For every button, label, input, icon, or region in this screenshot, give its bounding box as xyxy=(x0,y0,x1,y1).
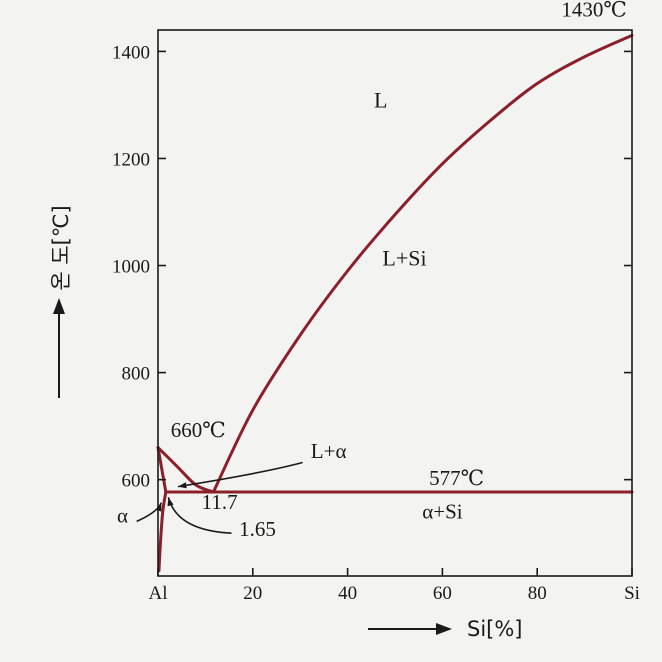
annotation-label: 1430℃ xyxy=(561,0,627,22)
annotation-label: 11.7 xyxy=(202,490,238,514)
x-axis-arrow-head-icon xyxy=(436,623,452,635)
y-axis-title: 온 도[℃] xyxy=(49,205,73,290)
y-tick-label: 1400 xyxy=(112,42,150,63)
x-tick-label: 80 xyxy=(528,583,547,604)
annotation-label: L+Si xyxy=(382,246,426,271)
x-tick-label: 40 xyxy=(338,583,357,604)
y-axis-arrow-head-icon xyxy=(53,298,65,314)
region-annotations: 1430℃ L L+Si 660℃ L+α 577℃ 11.71.65 α+Si α xyxy=(117,0,627,541)
phase-boundary-liquidus-al xyxy=(156,446,215,494)
annotation-label: α+Si xyxy=(422,500,463,524)
x-tick-label: Al xyxy=(149,583,168,604)
leader-l-alpha xyxy=(177,461,303,488)
phase-boundary-liquidus-si xyxy=(211,33,634,494)
x-axis-title: Si[%] xyxy=(467,617,523,641)
phase-boundary-solidus-al xyxy=(156,446,168,494)
annotation-label: 1.65 xyxy=(239,517,276,541)
y-tick-label: 600 xyxy=(122,471,151,492)
leader-arrows xyxy=(136,461,303,534)
y-tick-label: 1000 xyxy=(112,257,150,278)
axis-ticks: 600 800 1000 1200 1400 Al 20 40 60 80 Si xyxy=(112,42,640,604)
leader-l-alpha-head-icon xyxy=(177,482,187,489)
y-tick-label: 800 xyxy=(122,364,151,385)
phase-curves xyxy=(156,33,634,573)
annotation-label: α xyxy=(117,503,128,527)
x-tick-label: Si xyxy=(624,583,640,604)
annotation-label: 577℃ xyxy=(429,466,484,490)
annotation-label: L xyxy=(374,88,387,113)
x-tick-label: 20 xyxy=(243,583,262,604)
annotation-label: 660℃ xyxy=(171,418,226,442)
y-tick-label: 1200 xyxy=(112,149,150,170)
phase-boundary-solvus xyxy=(157,490,168,573)
x-tick-label: 60 xyxy=(433,583,452,604)
leader-alpha-head-icon xyxy=(155,502,162,512)
plot-frame xyxy=(157,29,633,577)
leader-1-65-head-icon xyxy=(167,497,174,507)
annotation-label: L+α xyxy=(311,439,347,463)
